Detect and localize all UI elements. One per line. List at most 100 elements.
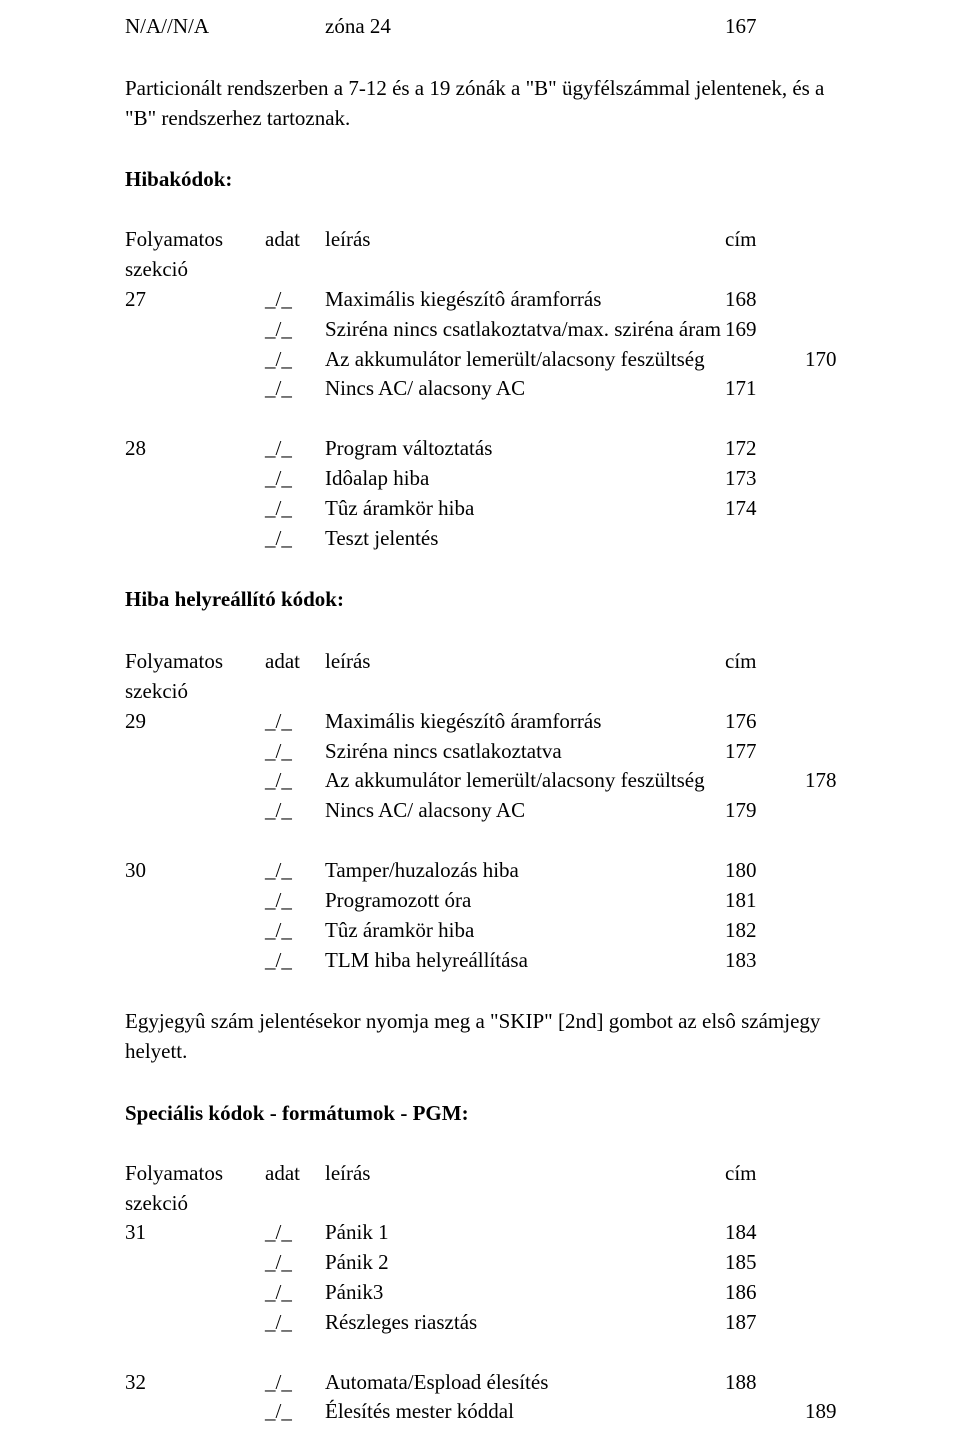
table-header-1: Folyamatos adat leírás cím	[125, 225, 835, 255]
s31-r3: _/_ Pánik3 186	[125, 1278, 835, 1308]
s30-r3-c3: Tûz áramkör hiba	[325, 916, 725, 946]
s27-r3-c5: 170	[805, 345, 835, 375]
s29-r1-c4: 176	[725, 707, 805, 737]
s28-r1-c4: 172	[725, 434, 805, 464]
top-col5	[805, 12, 835, 42]
szekcio-row-2: szekció	[125, 677, 835, 707]
s28-r4-c2: _/_	[265, 524, 325, 554]
s30-r4-c3: TLM hiba helyreállítása	[325, 946, 725, 976]
s31-r1-c2: _/_	[265, 1218, 325, 1248]
s31-r4-c4: 187	[725, 1308, 805, 1338]
hdr2-c2: adat	[265, 647, 325, 677]
s31-r2-c4: 185	[725, 1248, 805, 1278]
s32-r1-c2: _/_	[265, 1368, 325, 1398]
s27-r4-c4: 171	[725, 374, 805, 404]
s28-r4: _/_ Teszt jelentés	[125, 524, 835, 554]
szekcio-label: szekció	[125, 255, 265, 285]
s27-r4-c3: Nincs AC/ alacsony AC	[325, 374, 725, 404]
hdr3-c2: adat	[265, 1159, 325, 1189]
s32-r2: _/_ Élesítés mester kóddal 189	[125, 1397, 835, 1427]
s29-r1-c3: Maximális kiegészítô áramforrás	[325, 707, 725, 737]
hdr2-c3: leírás	[325, 647, 725, 677]
s29-r3: _/_ Az akkumulátor lemerült/alacsony fes…	[125, 766, 835, 796]
s28-r1-c2: _/_	[265, 434, 325, 464]
s27-r3-c2: _/_	[265, 345, 325, 375]
s27-r4: _/_ Nincs AC/ alacsony AC 171	[125, 374, 835, 404]
s30-r3-c4: 182	[725, 916, 805, 946]
s31-r3-c4: 186	[725, 1278, 805, 1308]
szekcio-label-3: szekció	[125, 1189, 265, 1219]
hdr3-c3: leírás	[325, 1159, 725, 1189]
s28-r3-c2: _/_	[265, 494, 325, 524]
hibakodok-heading: Hibakódok:	[125, 165, 835, 195]
s31-r4: _/_ Részleges riasztás 187	[125, 1308, 835, 1338]
s30-r4-c4: 183	[725, 946, 805, 976]
s29-r2: _/_ Sziréna nincs csatlakoztatva 177	[125, 737, 835, 767]
s29-r4-c4: 179	[725, 796, 805, 826]
s29-id: 29	[125, 707, 265, 737]
s27-r1-c4: 168	[725, 285, 805, 315]
hdr-c2: adat	[265, 225, 325, 255]
s29-r1-c2: _/_	[265, 707, 325, 737]
hdr-c4: cím	[725, 225, 805, 255]
s31-r2: _/_ Pánik 2 185	[125, 1248, 835, 1278]
s27-r1-c3: Maximális kiegészítô áramforrás	[325, 285, 725, 315]
s28-r2-c4: 173	[725, 464, 805, 494]
s28-id: 28	[125, 434, 265, 464]
s29-r3-c5: 178	[805, 766, 835, 796]
s29-r4-c3: Nincs AC/ alacsony AC	[325, 796, 725, 826]
s28-r3-c4: 174	[725, 494, 805, 524]
s28-r2-c3: Idôalap hiba	[325, 464, 725, 494]
s29-r4: _/_ Nincs AC/ alacsony AC 179	[125, 796, 835, 826]
s29-r2-c3: Sziréna nincs csatlakoztatva	[325, 737, 725, 767]
hdr2-c4: cím	[725, 647, 805, 677]
s28-r2: _/_ Idôalap hiba 173	[125, 464, 835, 494]
s31-r1-c4: 184	[725, 1218, 805, 1248]
s29-r4-c2: _/_	[265, 796, 325, 826]
table-header-2: Folyamatos adat leírás cím	[125, 647, 835, 677]
s27-r1-c2: _/_	[265, 285, 325, 315]
s32-r2-c2: _/_	[265, 1397, 325, 1427]
hdr3-c1: Folyamatos	[125, 1159, 265, 1189]
hdr3-c4: cím	[725, 1159, 805, 1189]
s32-r2-c3: Élesítés mester kóddal	[325, 1397, 725, 1427]
hdr-c1: Folyamatos	[125, 225, 265, 255]
s29-r3-c3: Az akkumulátor lemerült/alacsony feszült…	[325, 766, 725, 796]
s31-r1: 31 _/_ Pánik 1 184	[125, 1218, 835, 1248]
s30-r3: _/_ Tûz áramkör hiba 182	[125, 916, 835, 946]
s31-r4-c2: _/_	[265, 1308, 325, 1338]
szekcio-row-3: szekció	[125, 1189, 835, 1219]
hiba-helyreallito-heading: Hiba helyreállító kódok:	[125, 585, 835, 615]
top-line-row: N/A//N/A zóna 24 167	[125, 12, 835, 42]
s27-r1: 27 _/_ Maximális kiegészítô áramforrás 1…	[125, 285, 835, 315]
szekcio-label-2: szekció	[125, 677, 265, 707]
s27-r3-c3: Az akkumulátor lemerült/alacsony feszült…	[325, 345, 725, 375]
s32-r1: 32 _/_ Automata/Espload élesítés 188	[125, 1368, 835, 1398]
s27-id: 27	[125, 285, 265, 315]
s32-id: 32	[125, 1368, 265, 1398]
s31-r3-c2: _/_	[265, 1278, 325, 1308]
s30-r4: _/_ TLM hiba helyreállítása 183	[125, 946, 835, 976]
s30-r1-c2: _/_	[265, 856, 325, 886]
s30-r1-c3: Tamper/huzalozás hiba	[325, 856, 725, 886]
s29-r1: 29 _/_ Maximális kiegészítô áramforrás 1…	[125, 707, 835, 737]
s28-r4-c3: Teszt jelentés	[325, 524, 725, 554]
s28-r3: _/_ Tûz áramkör hiba 174	[125, 494, 835, 524]
s31-r2-c3: Pánik 2	[325, 1248, 725, 1278]
intro-paragraph: Particionált rendszerben a 7-12 és a 19 …	[125, 74, 835, 134]
s30-r1: 30 _/_ Tamper/huzalozás hiba 180	[125, 856, 835, 886]
specialis-heading: Speciális kódok - formátumok - PGM:	[125, 1099, 835, 1129]
s31-r3-c3: Pánik3	[325, 1278, 725, 1308]
skip-paragraph: Egyjegyû szám jelentésekor nyomja meg a …	[125, 1007, 835, 1067]
s28-r3-c3: Tûz áramkör hiba	[325, 494, 725, 524]
s28-r2-c2: _/_	[265, 464, 325, 494]
s28-r1-c3: Program változtatás	[325, 434, 725, 464]
s32-r1-c4: 188	[725, 1368, 805, 1398]
s28-r1: 28 _/_ Program változtatás 172	[125, 434, 835, 464]
s31-r2-c2: _/_	[265, 1248, 325, 1278]
top-col2	[265, 12, 325, 42]
s29-r3-c2: _/_	[265, 766, 325, 796]
s30-r2-c2: _/_	[265, 886, 325, 916]
s31-r1-c3: Pánik 1	[325, 1218, 725, 1248]
s29-r2-c4: 177	[725, 737, 805, 767]
